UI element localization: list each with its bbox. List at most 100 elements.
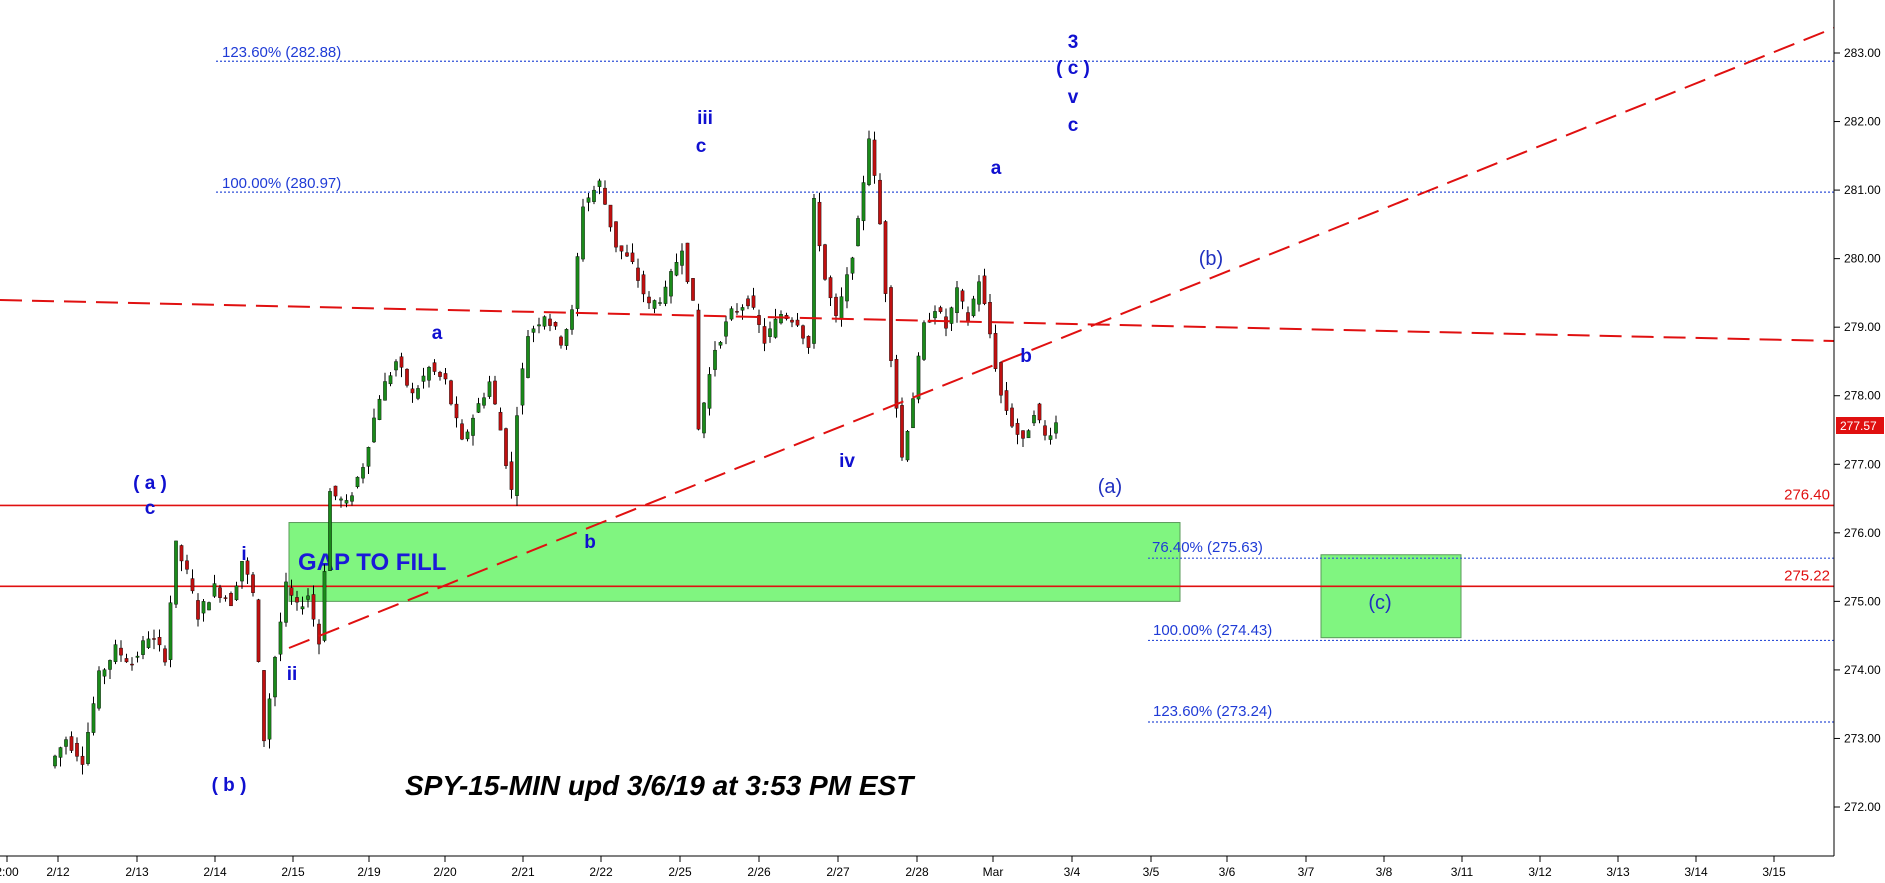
candle-body: [366, 447, 371, 467]
candles: [53, 130, 1058, 775]
y-tick-label: 278.00: [1844, 389, 1881, 403]
y-tick-label: 283.00: [1844, 46, 1881, 60]
x-tick-label: Mar: [983, 865, 1004, 879]
candle-body: [317, 623, 321, 645]
candle-body: [64, 739, 68, 747]
candle-body: [839, 296, 844, 320]
candle-body: [663, 286, 668, 304]
x-tick-label: 3/13: [1606, 865, 1630, 879]
x-tick-label: 2/26: [747, 865, 771, 879]
candle-body: [377, 398, 382, 420]
candle-body: [905, 431, 910, 461]
candle-body: [856, 218, 860, 247]
x-tick-label: 3/7: [1298, 865, 1315, 879]
candle-body: [625, 252, 629, 257]
candle-body: [157, 637, 162, 646]
candle-body: [130, 663, 134, 666]
candle-body: [438, 371, 442, 377]
candle-body: [218, 587, 222, 598]
candle-body: [564, 329, 569, 346]
candle-body: [955, 287, 959, 314]
x-tick-label: 2/27: [826, 865, 850, 879]
candle-body: [740, 307, 745, 311]
wave-label: iv: [839, 451, 855, 472]
candle-body: [834, 296, 838, 316]
candle-body: [471, 417, 475, 436]
candle-body: [658, 302, 662, 304]
candle-body: [372, 417, 376, 443]
candle-body: [339, 498, 343, 501]
candle-body: [883, 221, 888, 294]
candle-body: [872, 139, 877, 176]
candle-body: [746, 298, 750, 307]
candle-body: [443, 373, 448, 380]
candle-body: [795, 319, 800, 326]
candle-body: [790, 319, 794, 323]
candle-body: [1037, 403, 1042, 421]
candle-body: [245, 560, 250, 575]
candle-body: [504, 428, 508, 466]
candle-body: [526, 336, 530, 378]
x-axis-ticks: 2:00 2/12 2/13 2/14 2/15 2/19 2/20 2/21 2/22 2/25…: [0, 856, 1786, 879]
x-tick-label: 2:00: [0, 865, 19, 879]
x-tick-label: 2/12: [46, 865, 70, 879]
x-tick-label: 3/6: [1219, 865, 1236, 879]
candle-body: [801, 325, 805, 339]
candle-body: [135, 655, 140, 658]
candle-body: [597, 180, 602, 187]
candle-body: [779, 314, 783, 324]
wave-label: a: [432, 323, 443, 344]
wave-label: b: [1020, 346, 1032, 367]
x-tick-label: 2/13: [125, 865, 149, 879]
candle-body: [988, 302, 992, 335]
wave-label: ( a ): [133, 473, 167, 494]
x-tick-label: 3/14: [1684, 865, 1708, 879]
candle-body: [102, 669, 107, 677]
candle-body: [971, 298, 976, 317]
candle-body: [889, 287, 893, 361]
y-tick-label: 279.00: [1844, 320, 1881, 334]
candle-body: [454, 403, 459, 419]
candle-body: [152, 638, 156, 640]
candle-body: [680, 250, 684, 266]
candle-body: [652, 300, 657, 309]
candle-body: [410, 388, 415, 394]
wave-label: iii: [697, 108, 713, 129]
candle-body: [432, 362, 437, 372]
candle-body: [559, 336, 563, 346]
candle-body: [1032, 415, 1036, 424]
candle-body: [328, 491, 332, 571]
candle-body: [179, 545, 184, 562]
x-tick-label: 2/19: [357, 865, 381, 879]
candle-body: [878, 179, 882, 225]
candle-body: [251, 574, 255, 593]
candle-body: [520, 368, 525, 406]
candle-body: [449, 380, 453, 405]
candle-body: [333, 485, 338, 497]
chart-title: SPY-15-MIN upd 3/6/19 at 3:53 PM EST: [405, 770, 916, 801]
candle-body: [388, 375, 393, 385]
candle-body: [922, 322, 926, 360]
candle-body: [1043, 425, 1047, 436]
candle-body: [713, 349, 717, 370]
candle-body: [581, 206, 585, 260]
candle-body: [531, 328, 536, 333]
candle-body: [674, 261, 679, 276]
candle-body: [399, 356, 404, 368]
target-zone-c: [1320, 554, 1462, 639]
candle-body: [911, 398, 915, 429]
wave-label: (b): [1199, 248, 1223, 270]
candle-body: [295, 597, 299, 603]
candle-body: [97, 670, 101, 709]
candle-body: [355, 476, 360, 488]
fib-label: 76.40% (275.63): [1152, 539, 1263, 556]
y-tick-label: 274.00: [1844, 663, 1881, 677]
candle-body: [685, 242, 690, 283]
candle-body: [119, 647, 123, 656]
candle-body: [185, 560, 189, 570]
x-tick-label: 2/21: [511, 865, 535, 879]
candle-body: [113, 644, 118, 662]
x-tick-label: 2/15: [281, 865, 305, 879]
candle-body: [696, 309, 701, 430]
